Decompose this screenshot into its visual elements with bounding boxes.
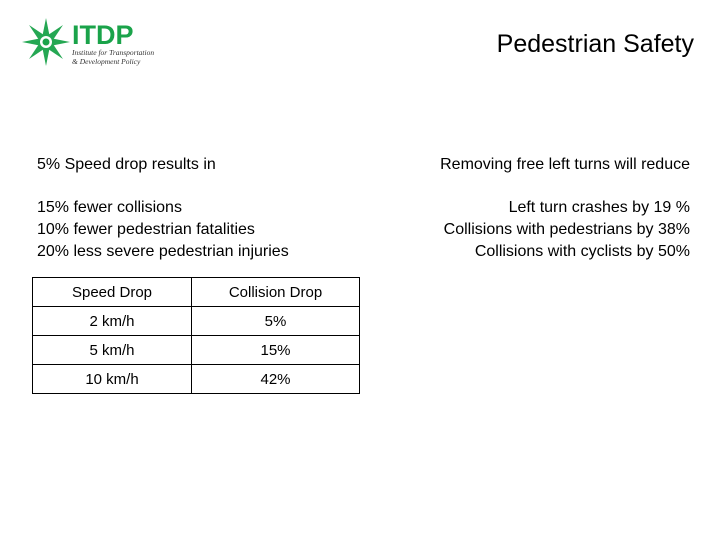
free-left-turns-heading: Removing free left turns will reduce <box>440 156 690 173</box>
speed-collision-table: Speed Drop Collision Drop 2 km/h 5% 5 km… <box>32 277 360 394</box>
list-item: 10% fewer pedestrian fatalities <box>37 221 255 238</box>
list-item: Collisions with cyclists by 50% <box>474 243 690 260</box>
table-header-row: Speed Drop Collision Drop <box>32 277 360 307</box>
page-title: Pedestrian Safety <box>496 30 694 58</box>
table-cell: 2 km/h <box>32 306 192 336</box>
logo-wordmark: ITDP <box>72 20 134 50</box>
table-row: 5 km/h 15% <box>32 335 360 365</box>
table-cell: 15% <box>191 335 360 365</box>
itdp-logo: ITDP Institute for Transportation & Deve… <box>22 16 172 72</box>
list-item: 20% less severe pedestrian injuries <box>37 243 289 260</box>
speed-drop-heading: 5% Speed drop results in <box>37 156 216 173</box>
column-header-speed-drop: Speed Drop <box>32 277 192 307</box>
column-header-collision-drop: Collision Drop <box>191 277 360 307</box>
itdp-emblem-icon <box>22 18 70 66</box>
logo-tagline-line2: & Development Policy <box>72 57 141 66</box>
table-cell: 10 km/h <box>32 364 192 394</box>
table-cell: 42% <box>191 364 360 394</box>
list-item: Collisions with pedestrians by 38% <box>443 221 690 238</box>
table-cell: 5 km/h <box>32 335 192 365</box>
table-cell: 5% <box>191 306 360 336</box>
list-item: Left turn crashes by 19 % <box>508 199 690 216</box>
table-row: 10 km/h 42% <box>32 364 360 394</box>
table-row: 2 km/h 5% <box>32 306 360 336</box>
free-left-turns-results: Left turn crashes by 19 % Collisions wit… <box>370 197 690 263</box>
speed-drop-section: 5% Speed drop results in 15% fewer colli… <box>37 154 357 263</box>
speed-drop-results: 15% fewer collisions 10% fewer pedestria… <box>37 197 357 263</box>
free-left-turns-section: Removing free left turns will reduce Lef… <box>370 154 690 263</box>
list-item: 15% fewer collisions <box>37 199 182 216</box>
logo-tagline-line1: Institute for Transportation <box>71 48 154 57</box>
